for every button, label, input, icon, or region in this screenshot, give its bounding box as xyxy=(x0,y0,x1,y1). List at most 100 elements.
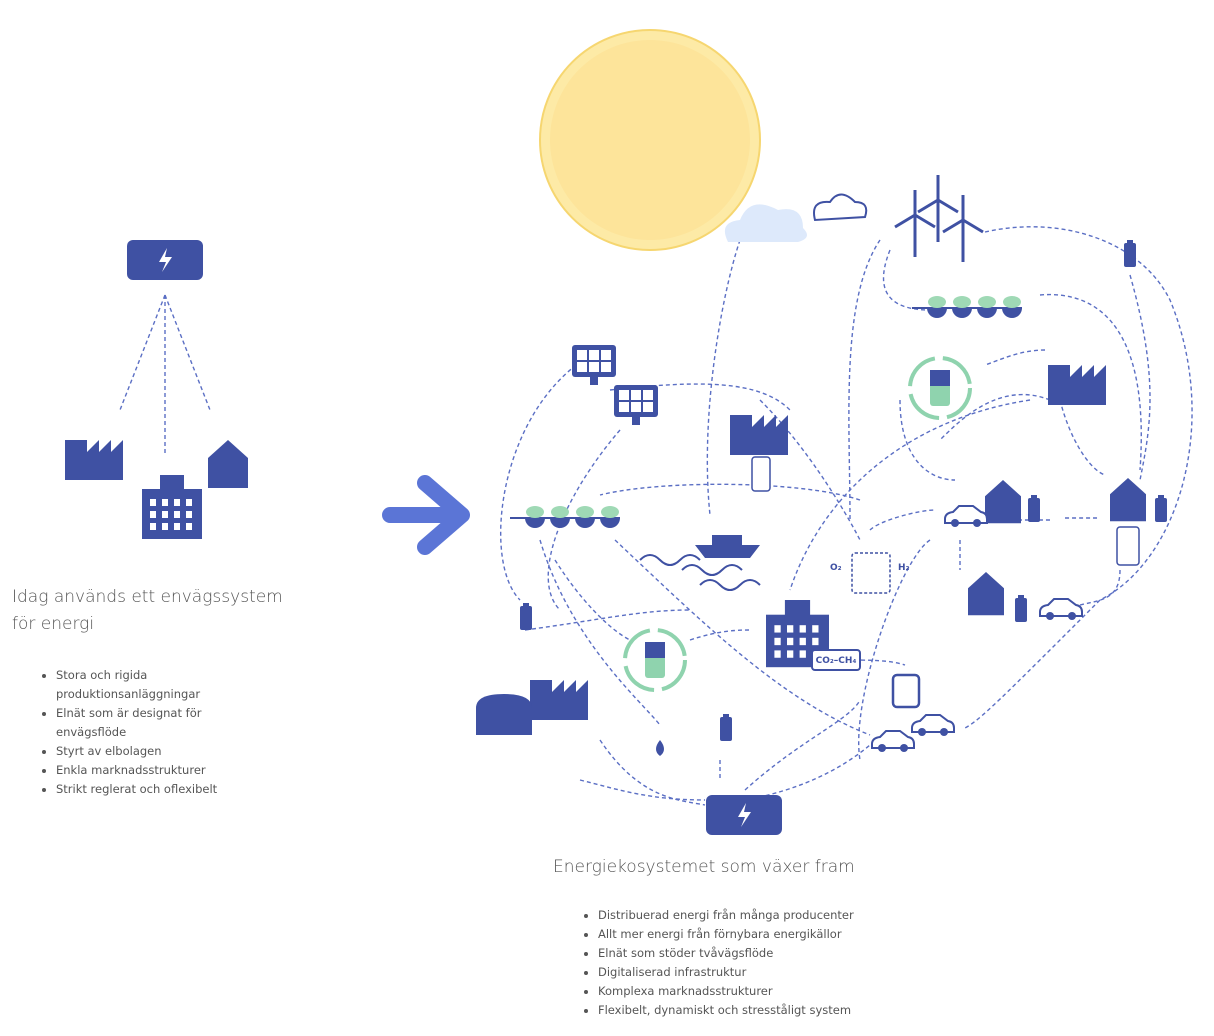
battery xyxy=(720,714,732,741)
flow-arrow xyxy=(501,350,600,600)
panel-cell xyxy=(577,350,587,360)
wheel xyxy=(973,519,981,527)
panel-cell xyxy=(589,350,599,360)
flow-arrow xyxy=(690,630,750,640)
car xyxy=(1040,599,1082,620)
flow-arrow xyxy=(525,610,690,630)
battery-cap xyxy=(1127,240,1133,244)
battery xyxy=(520,603,532,630)
battery-body xyxy=(1028,498,1040,522)
bullet-item: Digitaliserad infrastruktur xyxy=(598,963,938,982)
wheel xyxy=(951,519,959,527)
battery-body xyxy=(1124,243,1136,267)
battery-cap xyxy=(1018,595,1024,599)
right-list: Distribuerad energi från många producent… xyxy=(580,906,938,1020)
flow-arrow xyxy=(555,560,630,640)
battery-body xyxy=(720,717,732,741)
house-shape xyxy=(985,480,1021,523)
battery-body xyxy=(1155,498,1167,522)
panel-cell xyxy=(631,402,641,412)
flow-arrow xyxy=(965,600,1100,728)
left-list: Stora och rigida produktionsanläggningar… xyxy=(38,666,256,799)
grid-node xyxy=(127,240,203,280)
wheel xyxy=(878,744,886,752)
left-title: Idag används ett envägssystem för energi xyxy=(12,584,302,638)
house-shape xyxy=(1110,478,1146,521)
school xyxy=(142,475,202,539)
thermometer xyxy=(752,457,770,491)
bullet-item: Allt mer energi från förnybara energikäl… xyxy=(598,925,938,944)
window xyxy=(812,638,818,645)
car-body xyxy=(872,731,914,748)
flow-arrow xyxy=(745,700,860,790)
node xyxy=(927,308,947,318)
bush xyxy=(978,296,996,308)
bullet-item: Styrt av elbolagen xyxy=(56,742,256,761)
bullet-item: Flexibelt, dynamiskt och stresståligt sy… xyxy=(598,1001,938,1020)
battery-body xyxy=(520,606,532,630)
flow-arrow xyxy=(870,510,935,530)
panel-cell xyxy=(619,402,629,412)
panel-cell xyxy=(619,390,629,400)
bullet-item: Enkla marknadsstrukturer xyxy=(56,761,256,780)
bush xyxy=(576,506,594,518)
wheel xyxy=(1068,612,1076,620)
flow-arrow xyxy=(707,240,740,515)
car xyxy=(945,506,987,527)
ship xyxy=(695,535,760,558)
school-tower xyxy=(160,475,184,495)
house-shape xyxy=(208,440,248,488)
bullet-item: Stora och rigida produktionsanläggningar xyxy=(56,666,256,704)
window xyxy=(162,511,168,518)
panel-cell xyxy=(643,402,653,412)
panel-cell xyxy=(631,390,641,400)
factory xyxy=(65,440,123,480)
flow-arrow xyxy=(1080,570,1120,605)
bullet-item: Elnät som är designat för envägsflöde xyxy=(56,704,256,742)
window xyxy=(800,650,806,657)
battery-cap xyxy=(523,603,529,607)
panel-cell xyxy=(601,362,611,372)
bush xyxy=(1003,296,1021,308)
panel-cell xyxy=(601,350,611,360)
node xyxy=(600,518,620,528)
window xyxy=(174,523,180,530)
flow-arrow xyxy=(745,745,870,800)
battery xyxy=(1124,240,1136,267)
panel xyxy=(614,385,658,417)
battery-body xyxy=(1015,598,1027,622)
car-body xyxy=(945,506,987,523)
car-body xyxy=(1040,599,1082,616)
node xyxy=(575,518,595,528)
battery-cap xyxy=(723,714,729,718)
flow-arrow xyxy=(120,295,165,410)
turbine xyxy=(895,190,935,257)
window xyxy=(774,625,780,632)
window xyxy=(150,499,156,506)
flow-arrow xyxy=(900,400,955,480)
flow-arrow xyxy=(849,240,880,520)
battery xyxy=(1155,495,1167,522)
window xyxy=(186,511,192,518)
window xyxy=(150,511,156,518)
wind-turbine xyxy=(918,175,958,242)
bullet-item: Elnät som stöder tvåvägsflöde xyxy=(598,944,938,963)
flow-arrow xyxy=(940,395,1050,440)
wind-turbine xyxy=(895,190,935,257)
bus xyxy=(893,675,919,707)
o2-label: O₂ xyxy=(830,563,842,573)
bush xyxy=(551,506,569,518)
turbine xyxy=(918,175,958,242)
battery xyxy=(1028,495,1040,522)
bush xyxy=(953,296,971,308)
co2-label: CO₂–CH₄ xyxy=(816,656,857,666)
right-title: Energiekosystemet som växer fram xyxy=(553,854,873,881)
flow-arrow xyxy=(985,350,1045,365)
window xyxy=(186,499,192,506)
cloud-outline xyxy=(814,195,866,221)
panel-cell xyxy=(643,390,653,400)
wheel xyxy=(900,744,908,752)
page: CO₂–CH₄ O₂ H₂ Idag används ett envägssys… xyxy=(0,0,1214,1036)
window xyxy=(800,625,806,632)
wheel xyxy=(1046,612,1054,620)
